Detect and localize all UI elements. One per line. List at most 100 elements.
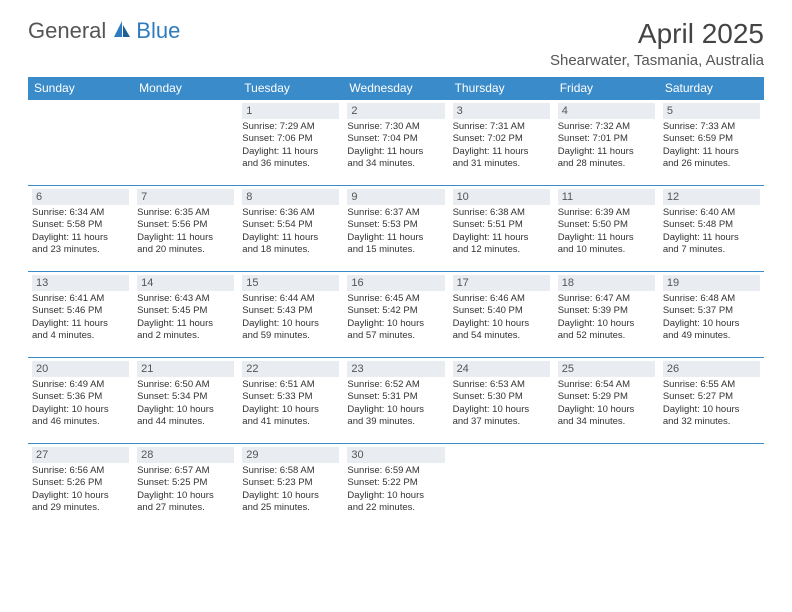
day-details: Sunrise: 6:52 AMSunset: 5:31 PMDaylight:… bbox=[347, 379, 444, 428]
calendar-cell bbox=[554, 444, 659, 530]
day-line-dl1: Daylight: 11 hours bbox=[347, 232, 444, 244]
weekday-header: Monday bbox=[133, 77, 238, 100]
calendar-week-row: 1 Sunrise: 7:29 AMSunset: 7:06 PMDaylight… bbox=[28, 100, 764, 186]
day-details: Sunrise: 6:50 AMSunset: 5:34 PMDaylight:… bbox=[137, 379, 234, 428]
day-details: Sunrise: 6:59 AMSunset: 5:22 PMDaylight:… bbox=[347, 465, 444, 514]
day-line-sr: Sunrise: 6:51 AM bbox=[242, 379, 339, 391]
calendar-cell: 7Sunrise: 6:35 AMSunset: 5:56 PMDaylight… bbox=[133, 186, 238, 272]
day-details: Sunrise: 6:37 AMSunset: 5:53 PMDaylight:… bbox=[347, 207, 444, 256]
calendar-cell: 6Sunrise: 6:34 AMSunset: 5:58 PMDaylight… bbox=[28, 186, 133, 272]
day-line-ss: Sunset: 5:51 PM bbox=[453, 219, 550, 231]
day-line-sr: Sunrise: 6:54 AM bbox=[558, 379, 655, 391]
calendar-week-row: 27Sunrise: 6:56 AMSunset: 5:26 PMDayligh… bbox=[28, 444, 764, 530]
day-number: 1 bbox=[242, 103, 339, 119]
calendar-cell: 10 Sunrise: 6:38 AMSunset: 5:51 PMDayligh… bbox=[449, 186, 554, 272]
day-line-dl1: Daylight: 11 hours bbox=[242, 146, 339, 158]
day-line-dl2: and 10 minutes. bbox=[558, 244, 655, 256]
day-details: Sunrise: 6:36 AMSunset: 5:54 PMDaylight:… bbox=[242, 207, 339, 256]
day-number: 28 bbox=[137, 447, 234, 463]
day-line-ss: Sunset: 5:34 PM bbox=[137, 391, 234, 403]
day-line-dl2: and 59 minutes. bbox=[242, 330, 339, 342]
day-line-ss: Sunset: 5:50 PM bbox=[558, 219, 655, 231]
day-line-dl1: Daylight: 11 hours bbox=[347, 146, 444, 158]
weekday-header: Thursday bbox=[449, 77, 554, 100]
day-line-sr: Sunrise: 6:40 AM bbox=[663, 207, 760, 219]
day-line-sr: Sunrise: 6:48 AM bbox=[663, 293, 760, 305]
day-details: Sunrise: 7:31 AMSunset: 7:02 PMDaylight:… bbox=[453, 121, 550, 170]
day-details: Sunrise: 6:58 AMSunset: 5:23 PMDaylight:… bbox=[242, 465, 339, 514]
day-line-sr: Sunrise: 6:50 AM bbox=[137, 379, 234, 391]
calendar-cell: 26Sunrise: 6:55 AMSunset: 5:27 PMDayligh… bbox=[659, 358, 764, 444]
day-line-dl1: Daylight: 10 hours bbox=[347, 318, 444, 330]
day-line-dl1: Daylight: 11 hours bbox=[663, 146, 760, 158]
day-number: 15 bbox=[242, 275, 339, 291]
calendar-cell: 17Sunrise: 6:46 AMSunset: 5:40 PMDayligh… bbox=[449, 272, 554, 358]
day-line-dl1: Daylight: 11 hours bbox=[453, 232, 550, 244]
day-line-dl2: and 23 minutes. bbox=[32, 244, 129, 256]
day-line-dl1: Daylight: 11 hours bbox=[32, 232, 129, 244]
day-details: Sunrise: 6:43 AMSunset: 5:45 PMDaylight:… bbox=[137, 293, 234, 342]
calendar-cell: 13Sunrise: 6:41 AMSunset: 5:46 PMDayligh… bbox=[28, 272, 133, 358]
day-line-ss: Sunset: 5:45 PM bbox=[137, 305, 234, 317]
calendar-cell: 1 Sunrise: 7:29 AMSunset: 7:06 PMDaylight… bbox=[238, 100, 343, 186]
day-number: 3 bbox=[453, 103, 550, 119]
day-line-dl2: and 27 minutes. bbox=[137, 502, 234, 514]
calendar-cell: 29Sunrise: 6:58 AMSunset: 5:23 PMDayligh… bbox=[238, 444, 343, 530]
day-number: 21 bbox=[137, 361, 234, 377]
calendar-cell: 22Sunrise: 6:51 AMSunset: 5:33 PMDayligh… bbox=[238, 358, 343, 444]
brand-part1: General bbox=[28, 18, 106, 44]
day-line-ss: Sunset: 5:31 PM bbox=[347, 391, 444, 403]
day-line-dl2: and 44 minutes. bbox=[137, 416, 234, 428]
day-line-sr: Sunrise: 6:38 AM bbox=[453, 207, 550, 219]
day-line-dl1: Daylight: 11 hours bbox=[137, 232, 234, 244]
day-line-sr: Sunrise: 6:41 AM bbox=[32, 293, 129, 305]
day-line-dl2: and 34 minutes. bbox=[558, 416, 655, 428]
day-line-ss: Sunset: 6:59 PM bbox=[663, 133, 760, 145]
calendar-cell: 23Sunrise: 6:52 AMSunset: 5:31 PMDayligh… bbox=[343, 358, 448, 444]
day-line-ss: Sunset: 5:40 PM bbox=[453, 305, 550, 317]
calendar-cell: 27Sunrise: 6:56 AMSunset: 5:26 PMDayligh… bbox=[28, 444, 133, 530]
day-details: Sunrise: 7:33 AMSunset: 6:59 PMDaylight:… bbox=[663, 121, 760, 170]
day-line-sr: Sunrise: 7:33 AM bbox=[663, 121, 760, 133]
sail-icon bbox=[112, 19, 132, 44]
day-number: 14 bbox=[137, 275, 234, 291]
day-details: Sunrise: 6:48 AMSunset: 5:37 PMDaylight:… bbox=[663, 293, 760, 342]
day-line-dl2: and 52 minutes. bbox=[558, 330, 655, 342]
day-line-ss: Sunset: 5:33 PM bbox=[242, 391, 339, 403]
calendar-cell: 4Sunrise: 7:32 AMSunset: 7:01 PMDaylight… bbox=[554, 100, 659, 186]
day-line-dl2: and 4 minutes. bbox=[32, 330, 129, 342]
calendar-cell bbox=[449, 444, 554, 530]
day-line-sr: Sunrise: 6:47 AM bbox=[558, 293, 655, 305]
day-details: Sunrise: 7:30 AMSunset: 7:04 PMDaylight:… bbox=[347, 121, 444, 170]
calendar-cell: 3 Sunrise: 7:31 AMSunset: 7:02 PMDaylight… bbox=[449, 100, 554, 186]
day-line-sr: Sunrise: 6:58 AM bbox=[242, 465, 339, 477]
day-line-dl1: Daylight: 10 hours bbox=[242, 404, 339, 416]
weekday-header: Sunday bbox=[28, 77, 133, 100]
day-line-sr: Sunrise: 6:57 AM bbox=[137, 465, 234, 477]
day-line-sr: Sunrise: 6:35 AM bbox=[137, 207, 234, 219]
day-line-dl1: Daylight: 11 hours bbox=[663, 232, 760, 244]
day-details: Sunrise: 6:44 AMSunset: 5:43 PMDaylight:… bbox=[242, 293, 339, 342]
calendar-cell: 9Sunrise: 6:37 AMSunset: 5:53 PMDaylight… bbox=[343, 186, 448, 272]
day-line-ss: Sunset: 5:39 PM bbox=[558, 305, 655, 317]
day-number: 2 bbox=[347, 103, 444, 119]
day-line-sr: Sunrise: 6:44 AM bbox=[242, 293, 339, 305]
day-line-sr: Sunrise: 6:49 AM bbox=[32, 379, 129, 391]
day-line-ss: Sunset: 5:53 PM bbox=[347, 219, 444, 231]
day-line-dl1: Daylight: 11 hours bbox=[137, 318, 234, 330]
day-details: Sunrise: 6:57 AMSunset: 5:25 PMDaylight:… bbox=[137, 465, 234, 514]
day-line-dl2: and 18 minutes. bbox=[242, 244, 339, 256]
day-details: Sunrise: 7:29 AMSunset: 7:06 PMDaylight:… bbox=[242, 121, 339, 170]
day-line-dl2: and 31 minutes. bbox=[453, 158, 550, 170]
day-number: 4 bbox=[558, 103, 655, 119]
day-line-dl1: Daylight: 10 hours bbox=[347, 404, 444, 416]
month-title: April 2025 bbox=[550, 18, 764, 50]
day-number: 10 bbox=[453, 189, 550, 205]
day-details: Sunrise: 6:47 AMSunset: 5:39 PMDaylight:… bbox=[558, 293, 655, 342]
weekday-header: Wednesday bbox=[343, 77, 448, 100]
day-line-ss: Sunset: 5:37 PM bbox=[663, 305, 760, 317]
day-line-dl1: Daylight: 10 hours bbox=[453, 404, 550, 416]
day-line-dl1: Daylight: 10 hours bbox=[558, 404, 655, 416]
day-line-dl1: Daylight: 10 hours bbox=[558, 318, 655, 330]
day-details: Sunrise: 6:46 AMSunset: 5:40 PMDaylight:… bbox=[453, 293, 550, 342]
